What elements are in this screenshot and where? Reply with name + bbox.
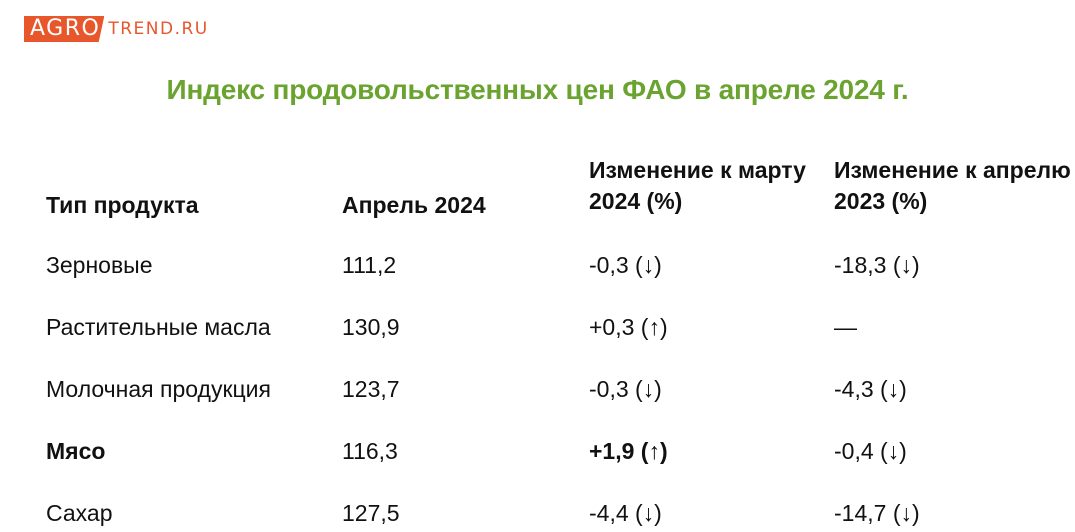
cell-change-march: -0,3 (↓) bbox=[589, 251, 662, 278]
cell-april-value: 127,5 bbox=[342, 499, 400, 526]
logo-trend-text: TREND.RU bbox=[108, 19, 209, 39]
table-row: Зерновые 111,2 -0,3 (↓) -18,3 (↓) bbox=[46, 234, 1074, 296]
table-row: Мясо 116,3 +1,9 (↑) -0,4 (↓) bbox=[46, 420, 1074, 482]
table-row: Молочная продукция 123,7 -0,3 (↓) -4,3 (… bbox=[46, 358, 1074, 420]
header-april-2024: Апрель 2024 bbox=[342, 191, 486, 218]
cell-change-march: -4,4 (↓) bbox=[589, 499, 662, 526]
cell-product: Зерновые bbox=[46, 251, 153, 278]
header-product-type: Тип продукта bbox=[46, 191, 199, 218]
cell-april-value: 130,9 bbox=[342, 313, 400, 340]
cell-product: Растительные масла bbox=[46, 313, 271, 340]
cell-change-march: +1,9 (↑) bbox=[589, 437, 668, 464]
page-title: Индекс продовольственных цен ФАО в апрел… bbox=[166, 74, 909, 105]
cell-change-year: -4,3 (↓) bbox=[834, 375, 907, 402]
cell-change-year: -0,4 (↓) bbox=[834, 437, 907, 464]
cell-product: Мясо bbox=[46, 437, 106, 464]
header-change-april-2023: Изменение к апрелю 2023 (%) bbox=[834, 157, 1071, 214]
cell-april-value: 123,7 bbox=[342, 375, 400, 402]
table-row: Растительные масла 130,9 +0,3 (↑) — bbox=[46, 296, 1074, 358]
cell-change-march: -0,3 (↓) bbox=[589, 375, 662, 402]
fao-price-index-table: Тип продукта Апрель 2024 Изменение к мар… bbox=[46, 138, 1074, 532]
table-header-row: Тип продукта Апрель 2024 Изменение к мар… bbox=[46, 138, 1074, 234]
cell-change-year: -18,3 (↓) bbox=[834, 251, 920, 278]
cell-change-year: — bbox=[834, 313, 857, 340]
cell-product: Молочная продукция bbox=[46, 375, 271, 402]
cell-april-value: 111,2 bbox=[342, 251, 397, 278]
table-row: Сахар 127,5 -4,4 (↓) -14,7 (↓) bbox=[46, 482, 1074, 532]
logo-agro-text: AGRO bbox=[24, 16, 105, 42]
cell-change-march: +0,3 (↑) bbox=[589, 313, 668, 340]
cell-change-year: -14,7 (↓) bbox=[834, 499, 920, 526]
agrotrend-logo[interactable]: AGRO TREND.RU bbox=[24, 14, 209, 44]
cell-april-value: 116,3 bbox=[342, 437, 398, 464]
header-change-march-2024: Изменение к марту 2024 (%) bbox=[589, 157, 806, 214]
cell-product: Сахар bbox=[46, 499, 113, 526]
